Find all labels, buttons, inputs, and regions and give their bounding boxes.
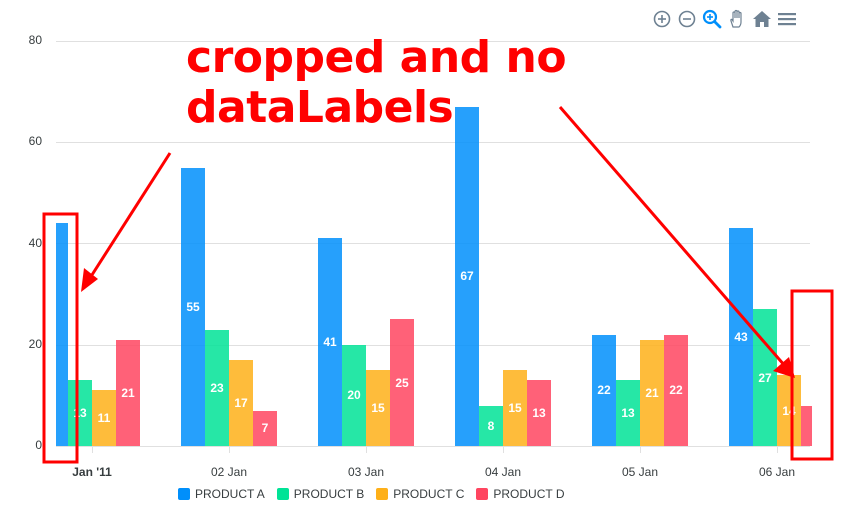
- bar-product-b-3[interactable]: 8: [479, 405, 503, 446]
- x-tick: [503, 447, 504, 453]
- data-label: 41: [323, 335, 337, 350]
- legend-item-product-a[interactable]: PRODUCT A: [178, 487, 265, 501]
- bar-product-d-2[interactable]: 25: [390, 319, 414, 446]
- annotation-line-2: dataLabels: [186, 82, 454, 133]
- y-tick-label-0: 0: [35, 438, 42, 452]
- bar-product-d-4[interactable]: 22: [664, 334, 688, 446]
- x-tick: [366, 447, 367, 453]
- x-tick: [229, 447, 230, 453]
- x-tick: [92, 447, 93, 453]
- data-label: 23: [210, 380, 224, 395]
- data-label: 25: [395, 375, 409, 390]
- bar-product-d-0[interactable]: 21: [116, 339, 140, 446]
- x-label-06-jan: 06 Jan: [758, 465, 796, 479]
- data-label: 15: [508, 401, 522, 416]
- x-label-04-jan: 04 Jan: [484, 465, 522, 479]
- bar-product-d-3[interactable]: 13: [527, 380, 551, 446]
- bar-product-a-4[interactable]: 22: [592, 334, 616, 446]
- x-tick: [640, 447, 641, 453]
- bar-product-d-1[interactable]: 7: [253, 410, 277, 446]
- y-tick-label-20: 20: [28, 337, 42, 351]
- bar-product-b-5[interactable]: 27: [753, 309, 777, 446]
- y-tick-label-40: 40: [28, 236, 42, 250]
- data-label: 55: [186, 299, 200, 314]
- bar-product-c-4[interactable]: 21: [640, 339, 664, 446]
- gridline-40: [56, 243, 810, 244]
- gridline-20: [56, 345, 810, 346]
- bar-product-c-1[interactable]: 17: [229, 359, 253, 446]
- data-label: 17: [234, 395, 248, 410]
- data-label: 15: [371, 401, 385, 416]
- x-label-03-jan: 03 Jan: [347, 465, 385, 479]
- data-label: 43: [734, 330, 748, 345]
- legend-marker-icon: [276, 488, 289, 500]
- bar-product-d-5[interactable]: [801, 405, 812, 446]
- bar-product-b-0[interactable]: 13: [68, 380, 92, 446]
- legend-marker-icon: [476, 488, 489, 500]
- legend-item-product-b[interactable]: PRODUCT B: [276, 487, 365, 501]
- bar-product-c-3[interactable]: 15: [503, 370, 527, 446]
- data-label: 22: [669, 383, 683, 398]
- data-label: 67: [460, 269, 474, 284]
- chart-toolbar: [651, 8, 797, 29]
- data-label: 13: [73, 406, 87, 421]
- data-label: 21: [645, 385, 659, 400]
- selection-zoom-icon[interactable]: [701, 8, 722, 29]
- bar-product-c-2[interactable]: 15: [366, 370, 390, 446]
- bar-product-b-4[interactable]: 13: [616, 380, 640, 446]
- legend-label: PRODUCT C: [393, 487, 465, 501]
- bar-product-a-1[interactable]: 55: [181, 167, 205, 446]
- data-label: 13: [532, 406, 546, 421]
- data-label: 11: [97, 411, 111, 426]
- bar-product-a-0[interactable]: [56, 223, 68, 446]
- x-label-02-jan: 02 Jan: [210, 465, 248, 479]
- legend-marker-icon: [178, 488, 190, 500]
- data-label: 22: [597, 383, 611, 398]
- bar-product-c-5[interactable]: 14: [777, 375, 801, 446]
- x-axis-line: [56, 446, 810, 447]
- bar-product-a-2[interactable]: 41: [318, 238, 342, 446]
- data-label: 13: [621, 406, 635, 421]
- legend-label: PRODUCT B: [293, 487, 365, 501]
- x-label-05-jan: 05 Jan: [621, 465, 659, 479]
- bar-product-a-3[interactable]: 67: [455, 106, 479, 446]
- bar-product-b-2[interactable]: 20: [342, 344, 366, 446]
- legend: PRODUCT A PRODUCT B PRODUCT C PRODUCT D: [178, 487, 565, 501]
- bar-product-a-5[interactable]: 43: [729, 228, 753, 446]
- legend-item-product-d[interactable]: PRODUCT D: [476, 487, 565, 501]
- y-tick-label-60: 60: [28, 134, 42, 148]
- legend-label: PRODUCT A: [195, 487, 265, 501]
- y-tick-label-80: 80: [28, 33, 42, 47]
- x-tick: [777, 447, 778, 453]
- data-label: 14: [782, 403, 796, 418]
- bar-product-b-1[interactable]: 23: [205, 329, 229, 446]
- reset-home-icon[interactable]: [751, 8, 772, 29]
- data-label: 27: [758, 370, 772, 385]
- zoom-out-icon[interactable]: [676, 8, 697, 29]
- legend-label: PRODUCT D: [493, 487, 565, 501]
- bar-product-c-0[interactable]: 11: [92, 390, 116, 446]
- data-label: 8: [487, 418, 495, 433]
- pan-hand-icon[interactable]: [726, 8, 747, 29]
- annotation-text: cropped and no dataLabels: [186, 32, 567, 133]
- x-label-jan-11: Jan '11: [72, 465, 112, 479]
- menu-icon[interactable]: [776, 8, 797, 29]
- zoom-in-icon[interactable]: [651, 8, 672, 29]
- data-label: 20: [347, 388, 361, 403]
- data-label: 21: [121, 385, 135, 400]
- annotation-line-1: cropped and no: [186, 32, 567, 83]
- legend-item-product-c[interactable]: PRODUCT C: [376, 487, 464, 501]
- gridline-60: [56, 142, 810, 143]
- data-label: 7: [261, 421, 269, 436]
- legend-marker-icon: [376, 488, 389, 500]
- gridline-80: [56, 41, 810, 42]
